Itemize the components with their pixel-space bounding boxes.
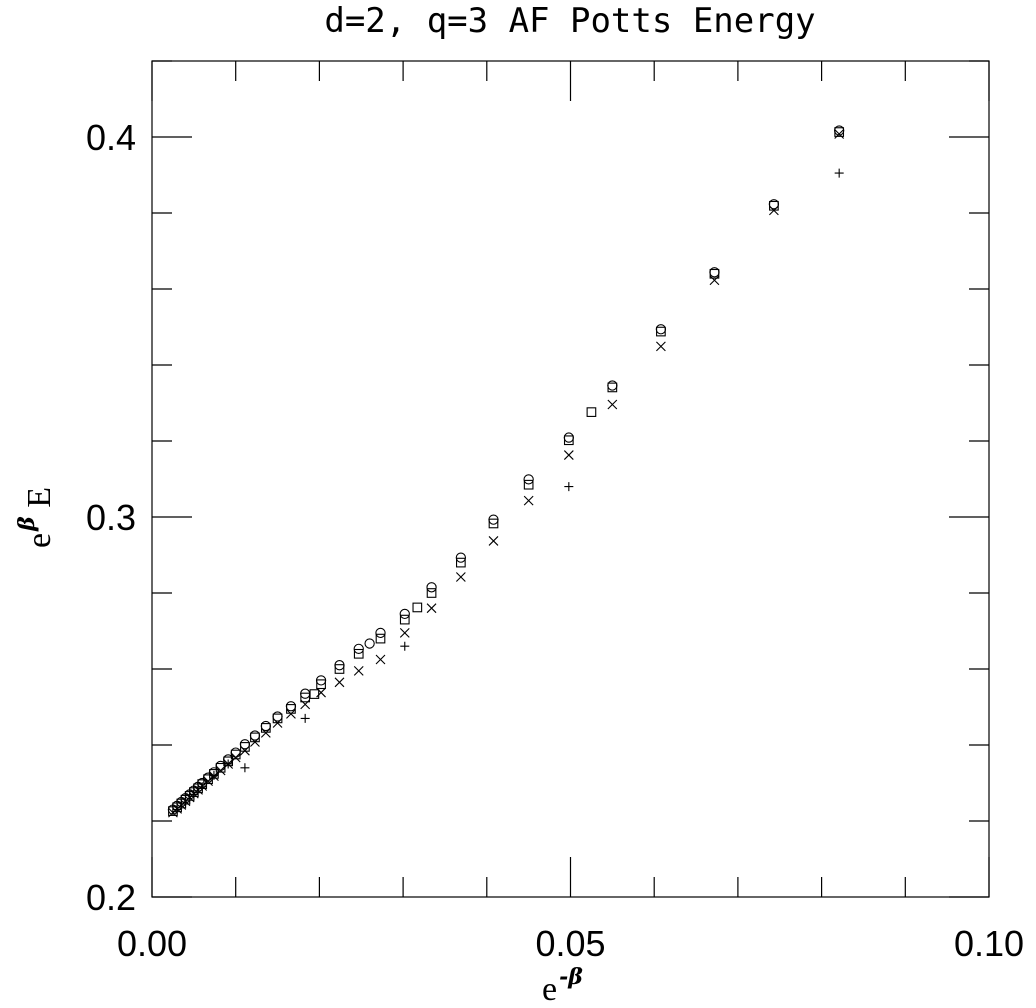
x-point: [523, 495, 534, 506]
x-point: [709, 275, 720, 286]
square-point: [240, 742, 250, 752]
circle-point: [607, 380, 618, 391]
plus-point: [400, 641, 410, 651]
x-point: [230, 752, 241, 763]
x-point: [426, 603, 437, 614]
x-point: [334, 677, 345, 688]
circle-point: [655, 324, 667, 335]
y-axis-label-base: e: [21, 533, 58, 548]
x-point: [607, 399, 618, 410]
square-point: [563, 435, 574, 446]
y-tick-label: 0.2: [86, 877, 136, 918]
x-point: [563, 450, 574, 460]
y-axis-label-sup: β: [14, 516, 40, 532]
square-point: [426, 588, 437, 598]
square-point: [286, 704, 296, 714]
circle-point: [563, 432, 574, 443]
plus-point: [834, 168, 844, 178]
plus-point: [172, 805, 182, 815]
x-point: [455, 572, 466, 582]
circle-point: [230, 747, 241, 758]
circle-point: [375, 627, 386, 639]
plus-point: [209, 770, 219, 780]
plus-point: [189, 789, 199, 799]
x-axis-label-base: e: [542, 971, 557, 1008]
square-point: [412, 602, 423, 613]
axis-tick-labels: 0.00 0.05 0.10 0.2 0.3 0.4: [86, 117, 1024, 964]
data-points: [167, 125, 845, 818]
square-point: [309, 689, 320, 699]
x-point: [353, 666, 364, 676]
x-point: [769, 205, 779, 216]
x-point: [272, 718, 283, 728]
x-point: [488, 536, 499, 546]
x-point: [656, 341, 666, 352]
square-point: [375, 633, 386, 644]
square-point: [334, 664, 345, 674]
square-point: [456, 557, 466, 568]
x-axis-label: e-β: [542, 964, 583, 1008]
y-tick-label: 0.4: [86, 117, 136, 158]
axis-ticks: [151, 60, 990, 898]
x-axis-label-sup: -β: [559, 964, 583, 990]
square-point: [203, 774, 213, 785]
square-point: [586, 407, 597, 417]
x-point: [286, 708, 296, 719]
square-point: [316, 679, 326, 690]
x-point: [203, 776, 213, 786]
square-point: [353, 648, 364, 659]
circle-point: [399, 608, 410, 620]
square-point: [523, 479, 534, 490]
circle-point: [426, 582, 437, 593]
y-axis-label-suffix: E: [21, 487, 58, 516]
x-point: [240, 745, 250, 756]
plot-frame: [151, 60, 990, 898]
x-point: [375, 654, 386, 665]
square-point: [230, 749, 241, 760]
plus-point: [564, 482, 574, 492]
x-tick-label: 0.00: [117, 923, 187, 964]
x-tick-label: 0.05: [535, 923, 605, 964]
circle-point: [285, 701, 297, 712]
x-point: [215, 765, 226, 776]
circle-point: [364, 638, 375, 649]
x-point: [399, 628, 410, 638]
plus-point: [180, 797, 190, 807]
plus-point: [240, 763, 250, 773]
x-tick-label: 0.10: [954, 923, 1024, 964]
y-tick-label: 0.3: [86, 497, 136, 538]
circle-point: [353, 643, 364, 655]
square-point: [656, 326, 666, 337]
x-point: [250, 737, 260, 747]
circle-point: [455, 552, 467, 563]
y-axis-label: eβ E: [14, 487, 58, 548]
plus-point: [197, 782, 207, 792]
plus-point: [223, 759, 233, 769]
circle-point: [523, 474, 534, 485]
square-point: [834, 127, 845, 137]
square-point: [607, 382, 618, 393]
square-point: [488, 518, 499, 529]
x-point: [260, 727, 271, 738]
square-point: [399, 614, 410, 625]
plus-point: [300, 713, 310, 723]
x-point: [834, 129, 845, 139]
chart-title: d=2, q=3 AF Potts Energy: [324, 1, 815, 41]
square-point: [300, 692, 311, 703]
x-point: [300, 699, 311, 710]
x-point: [316, 687, 326, 698]
square-point: [709, 268, 720, 279]
